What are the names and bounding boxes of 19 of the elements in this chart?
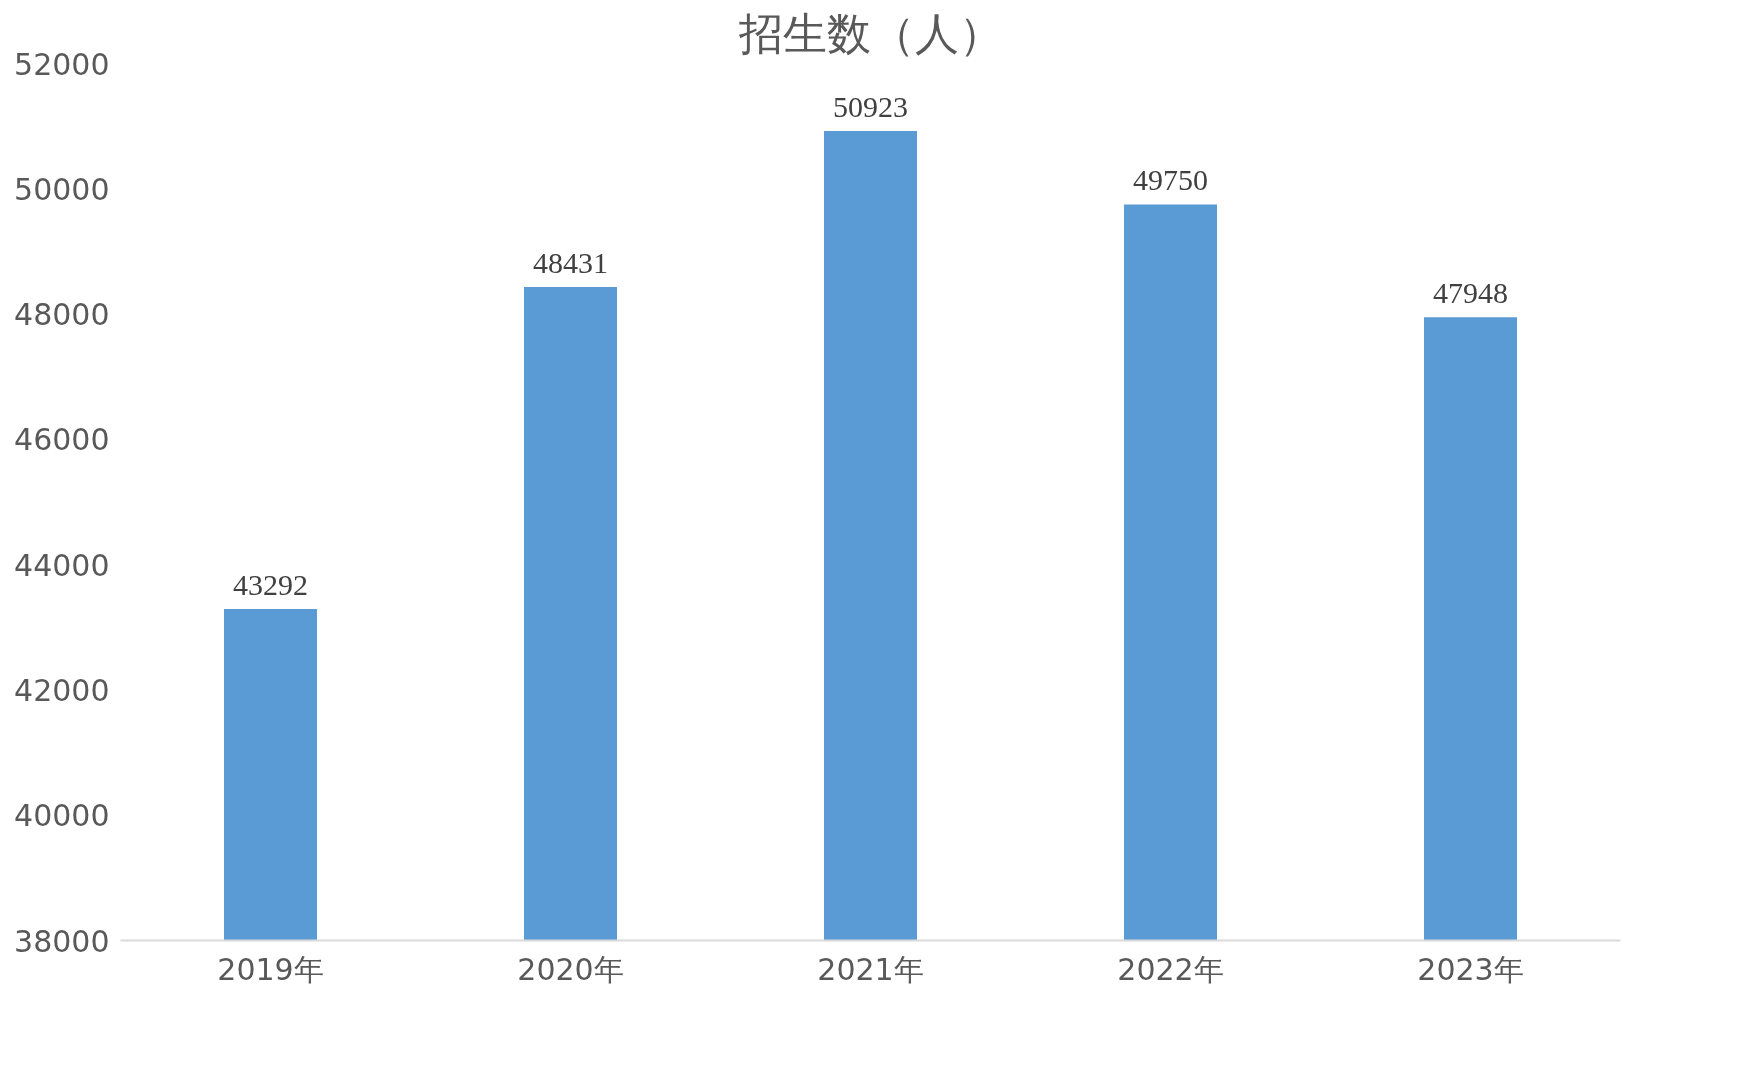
y-tick-label: 40000 <box>14 798 110 834</box>
y-tick-label: 52000 <box>14 46 110 82</box>
y-tick-label: 42000 <box>14 672 110 708</box>
data-label: 49750 <box>1133 163 1208 197</box>
x-tick-label: 2020年 <box>517 951 624 987</box>
y-tick-label: 50000 <box>14 171 110 207</box>
chart-title: 招生数（人） <box>737 7 1003 59</box>
x-tick-label: 2019年 <box>217 951 324 987</box>
data-label: 47948 <box>1433 276 1508 310</box>
x-tick-label: 2021年 <box>817 951 924 987</box>
y-tick-label: 44000 <box>14 547 110 583</box>
x-tick-label: 2023年 <box>1417 951 1524 987</box>
x-tick-label: 2022年 <box>1117 951 1224 987</box>
data-label: 43292 <box>233 567 308 601</box>
y-tick-label: 46000 <box>14 422 110 458</box>
data-label: 48431 <box>533 246 608 280</box>
y-tick-label: 48000 <box>14 297 110 333</box>
data-label: 50923 <box>833 89 908 123</box>
y-tick-label: 38000 <box>14 923 110 959</box>
